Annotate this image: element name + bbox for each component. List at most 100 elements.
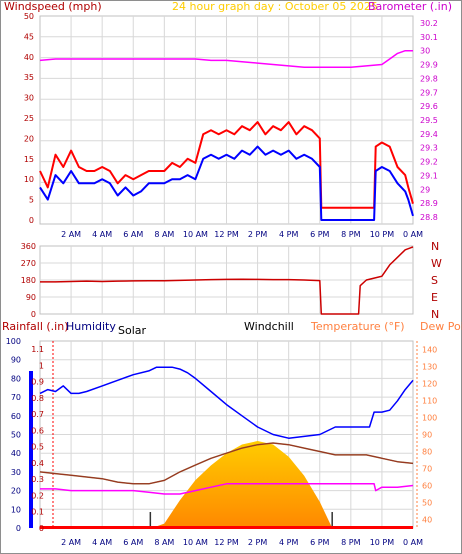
- barometer-tick-label: 29.3: [420, 144, 438, 153]
- windspeed-tick-label: 50: [24, 12, 34, 21]
- compass-tick-label: W: [431, 257, 442, 270]
- barometer-tick-label: 30.1: [420, 33, 438, 42]
- direction-tick-label: 270: [21, 259, 36, 268]
- barometer-axis-title: Barometer (.in): [368, 0, 452, 13]
- humidity-tick-label: 10: [11, 505, 21, 514]
- humidity-tick-label: 30: [11, 468, 21, 477]
- rain-tick-label: 0.2: [31, 491, 44, 500]
- rain-tick-label: 1.1: [31, 345, 44, 354]
- temperature-tick-label: 130: [422, 363, 437, 372]
- windspeed-tick-label: 20: [24, 134, 34, 143]
- climate-x-tick-label: 12 PM: [214, 538, 239, 547]
- windspeed-tick-label: 35: [24, 73, 34, 82]
- windspeed-tick-label: 10: [24, 175, 34, 184]
- rain-tick-label: 0.6: [31, 426, 44, 435]
- rain-tick-label: 0.7: [31, 410, 44, 419]
- windspeed-tick-label: 5: [29, 196, 34, 205]
- wind-x-tick-label: 12 PM: [214, 230, 239, 239]
- direction-tick-label: 90: [26, 293, 36, 302]
- barometer-tick-label: 29.8: [420, 74, 438, 83]
- climate-x-tick-label: 10 PM: [370, 538, 395, 547]
- gust-line: [39, 121, 414, 209]
- temperature-tick-label: 80: [422, 448, 432, 457]
- barometer-line: [39, 49, 413, 69]
- rain-tick-label: 0.3: [31, 475, 44, 484]
- dewpoint-line: [40, 483, 414, 495]
- rain-tick-label: 0.4: [31, 459, 44, 468]
- direction-line: [40, 246, 414, 315]
- humidity-line: [39, 366, 414, 439]
- wind-x-tick-label: 2 AM: [61, 230, 81, 239]
- climate-x-tick-label: 6 PM: [310, 538, 329, 547]
- rain-tick-label: 0.5: [31, 443, 44, 452]
- wind-x-tick-label: 8 PM: [341, 230, 360, 239]
- temperature-tick-label: 50: [422, 499, 432, 508]
- barometer-tick-label: 29.4: [420, 130, 438, 139]
- temperature-label: Temperature (°F): [310, 320, 405, 333]
- barometer-tick-label: 29.2: [420, 158, 438, 167]
- wind-x-tick-label: 6 PM: [310, 230, 329, 239]
- windspeed-tick-label: 30: [24, 94, 34, 103]
- compass-tick-label: S: [431, 274, 438, 287]
- climate-x-tick-label: 4 AM: [92, 538, 112, 547]
- temperature-tick-label: 140: [422, 346, 437, 355]
- climate-x-tick-label: 8 AM: [154, 538, 174, 547]
- humidity-tick-label: 100: [6, 337, 21, 346]
- rainfall-baseline: [40, 526, 413, 529]
- graph-title: 24 hour graph day : October 05 2025: [172, 0, 378, 13]
- windspeed-tick-label: 0: [29, 216, 34, 225]
- compass-tick-label: E: [431, 291, 438, 304]
- dewpoint-label: Dew Point (°F): [420, 320, 462, 333]
- barometer-tick-label: 30: [420, 47, 430, 56]
- windspeed-axis-title: Windspeed (mph): [4, 0, 102, 13]
- windspeed-tick-label: 45: [24, 32, 34, 41]
- temperature-tick-label: 60: [422, 482, 432, 491]
- windspeed-tick-label: 25: [24, 114, 34, 123]
- barometer-tick-label: 29.6: [420, 102, 438, 111]
- wind-x-tick-label: 8 AM: [154, 230, 174, 239]
- humidity-tick-label: 40: [11, 449, 21, 458]
- wind-x-tick-label: 2 PM: [248, 230, 267, 239]
- windspeed-tick-label: 40: [24, 53, 34, 62]
- humidity-tick-label: 80: [11, 374, 21, 383]
- compass-tick-label: N: [431, 240, 439, 253]
- climate-x-tick-label: 8 PM: [341, 538, 360, 547]
- temperature-tick-label: 120: [422, 380, 437, 389]
- barometer-tick-label: 29.5: [420, 116, 438, 125]
- rain-tick-label: 1: [39, 361, 44, 370]
- climate-x-tick-label: 2 AM: [61, 538, 81, 547]
- humidity-label: Humidity: [66, 320, 116, 333]
- humidity-tick-label: 90: [11, 356, 21, 365]
- climate-x-tick-label: 10 AM: [183, 538, 208, 547]
- temperature-tick-label: 40: [422, 516, 432, 525]
- climate-x-tick-label: 2 PM: [248, 538, 267, 547]
- barometer-tick-label: 28.8: [420, 213, 438, 222]
- solar-label: Solar: [118, 324, 147, 337]
- wind-x-tick-label: 4 PM: [279, 230, 298, 239]
- humidity-tick-label: 0: [16, 524, 21, 533]
- windchill-label: Windchill: [244, 320, 294, 333]
- rain-tick-label: 0.8: [31, 394, 44, 403]
- rain-tick-label: 0.1: [31, 508, 44, 517]
- rain-tick-label: 0: [39, 524, 44, 533]
- barometer-tick-label: 28.9: [420, 199, 438, 208]
- speed-line: [39, 145, 414, 221]
- climate-x-tick-label: 0 AM: [403, 538, 423, 547]
- temperature-tick-label: 90: [422, 431, 432, 440]
- barometer-tick-label: 29.9: [420, 61, 438, 70]
- rainfall-label: Rainfall (.in): [2, 320, 69, 333]
- wind-x-tick-label: 0 AM: [403, 230, 423, 239]
- wind-x-tick-label: 4 AM: [92, 230, 112, 239]
- direction-tick-label: 360: [21, 242, 36, 251]
- windspeed-tick-label: 15: [24, 155, 34, 164]
- barometer-tick-label: 29.1: [420, 171, 438, 180]
- wind-x-tick-label: 10 PM: [370, 230, 395, 239]
- barometer-tick-label: 30.2: [420, 19, 438, 28]
- temperature-tick-label: 110: [422, 397, 437, 406]
- temperature-tick-label: 70: [422, 465, 432, 474]
- climate-x-tick-label: 6 AM: [123, 538, 143, 547]
- climate-x-tick-label: 4 PM: [279, 538, 298, 547]
- windchill-line: [39, 442, 414, 485]
- temperature-tick-label: 100: [422, 414, 437, 423]
